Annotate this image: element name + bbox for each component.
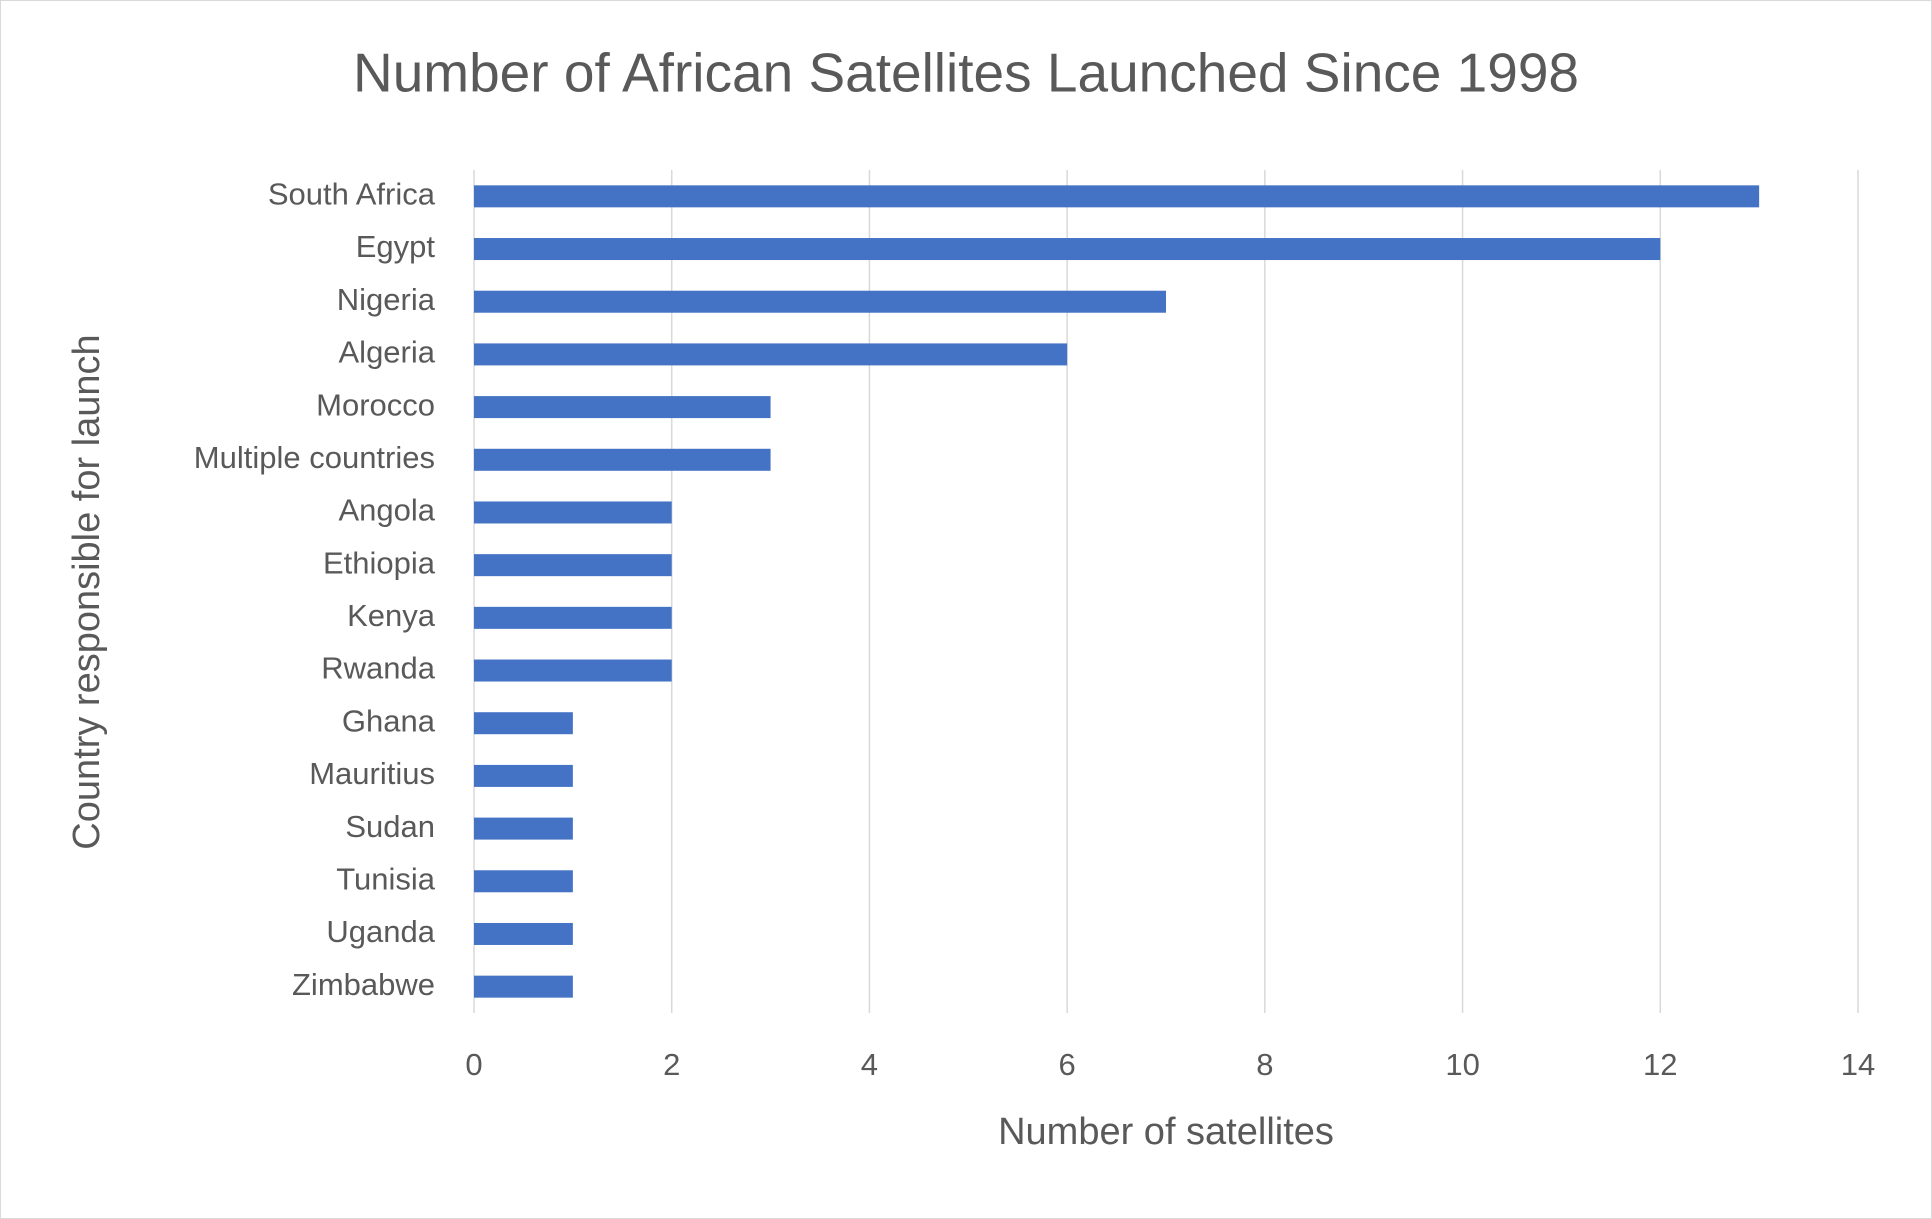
y-tick-label: Algeria: [339, 335, 436, 370]
bar: [474, 606, 672, 629]
y-tick-label: Tunisia: [336, 861, 436, 896]
bar: [474, 238, 1661, 261]
bar: [474, 185, 1760, 208]
y-tick-label: Rwanda: [321, 651, 435, 686]
bar: [474, 712, 573, 735]
x-tick-label: 8: [1256, 1047, 1273, 1082]
y-tick-label: Uganda: [326, 914, 435, 949]
bar: [474, 764, 573, 787]
y-tick-label: Egypt: [356, 229, 436, 264]
bar: [474, 922, 573, 945]
x-tick-label: 14: [1841, 1047, 1875, 1082]
chart-title: Number of African Satellites Launched Si…: [353, 42, 1579, 104]
bar: [474, 817, 573, 840]
x-tick-label: 2: [663, 1047, 680, 1082]
x-tick-label: 12: [1643, 1047, 1677, 1082]
y-axis-title: Country responsible for launch: [66, 334, 108, 849]
bar: [474, 343, 1068, 366]
bar: [474, 290, 1166, 313]
bar: [474, 501, 672, 524]
bar: [474, 659, 672, 682]
x-tick-label: 4: [861, 1047, 878, 1082]
y-tick-label: Sudan: [345, 809, 435, 844]
x-tick-label: 10: [1445, 1047, 1479, 1082]
bar: [474, 870, 573, 893]
x-axis-title: Number of satellites: [998, 1111, 1334, 1153]
x-tick-label: 6: [1059, 1047, 1076, 1082]
bar: [474, 554, 672, 577]
y-tick-label: Multiple countries: [194, 440, 435, 475]
y-tick-label: Morocco: [316, 387, 435, 422]
y-tick-label: Nigeria: [337, 282, 436, 317]
y-tick-label: South Africa: [268, 177, 436, 212]
bar: [474, 975, 573, 998]
bar: [474, 448, 771, 471]
y-tick-label: Ghana: [342, 703, 436, 738]
y-tick-label: Zimbabwe: [292, 967, 435, 1002]
y-tick-label: Kenya: [347, 598, 436, 633]
bar: [474, 396, 771, 419]
y-tick-label: Mauritius: [309, 756, 435, 791]
y-tick-label: Angola: [338, 493, 435, 528]
x-tick-label: 0: [465, 1047, 482, 1082]
y-tick-label: Ethiopia: [323, 545, 436, 580]
